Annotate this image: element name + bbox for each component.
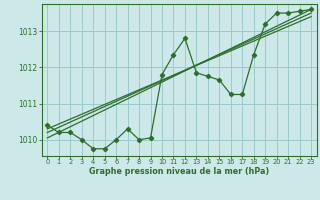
X-axis label: Graphe pression niveau de la mer (hPa): Graphe pression niveau de la mer (hPa)	[89, 167, 269, 176]
